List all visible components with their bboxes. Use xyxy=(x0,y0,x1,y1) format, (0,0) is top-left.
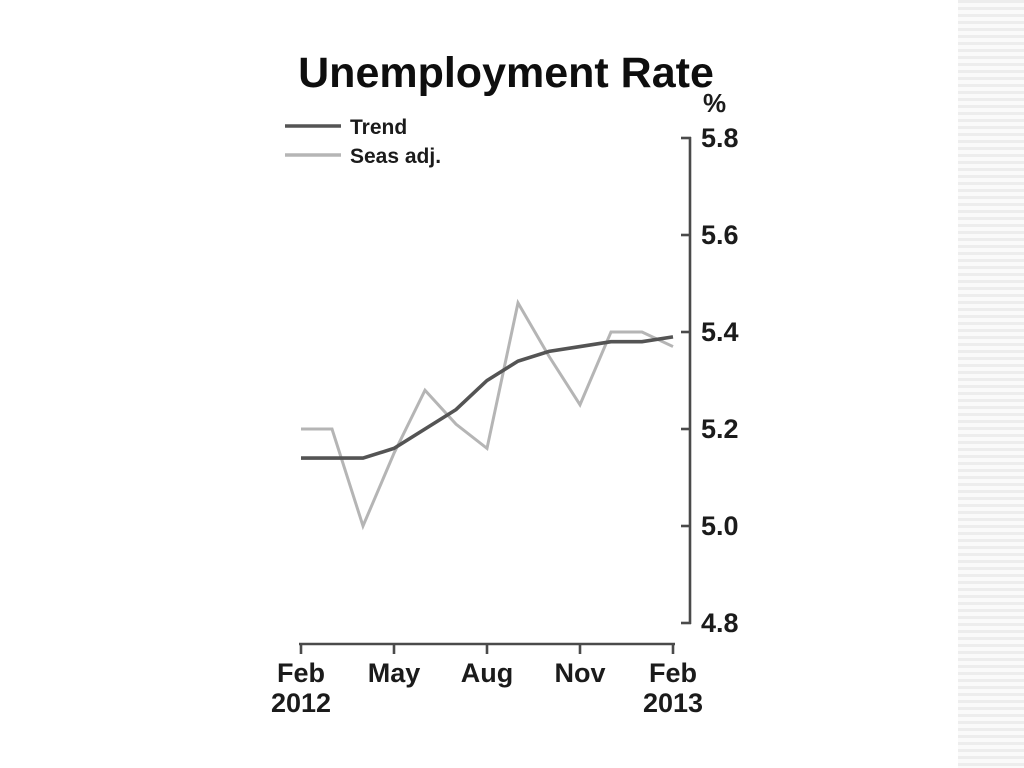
seas-adj-line xyxy=(301,298,674,531)
y-axis: % 5.8 5.6 5.4 5.2 5.0 4.8 xyxy=(681,88,739,638)
x-year-label: 2012 xyxy=(271,688,331,718)
legend-label-seas-adj: Seas adj. xyxy=(350,145,441,168)
y-tick-label: 4.8 xyxy=(701,608,739,638)
chart-title: Unemployment Rate xyxy=(298,48,714,97)
y-tick-label: 5.0 xyxy=(701,511,739,541)
x-tick-label: May xyxy=(368,658,421,688)
trend-line xyxy=(301,335,674,460)
y-tick-label: 5.2 xyxy=(701,414,739,444)
x-axis-ticks xyxy=(299,643,675,654)
x-axis: Feb May Aug Nov Feb 2012 2013 xyxy=(271,642,703,718)
page-edge-texture xyxy=(958,0,1024,768)
y-tick-label: 5.8 xyxy=(701,123,739,153)
x-tick-label: Feb xyxy=(277,658,325,688)
y-axis-ticks xyxy=(681,136,691,625)
y-tick-label: 5.6 xyxy=(701,220,739,250)
y-axis-unit-label: % xyxy=(703,88,726,118)
x-year-label: 2013 xyxy=(643,688,703,718)
x-tick-label: Nov xyxy=(554,658,605,688)
y-tick-label: 5.4 xyxy=(701,317,739,347)
x-tick-label: Aug xyxy=(461,658,513,688)
chart-legend: Trend Seas adj. xyxy=(285,116,441,168)
plot-area xyxy=(301,298,674,531)
x-tick-label: Feb xyxy=(649,658,697,688)
legend-label-trend: Trend xyxy=(350,116,407,139)
